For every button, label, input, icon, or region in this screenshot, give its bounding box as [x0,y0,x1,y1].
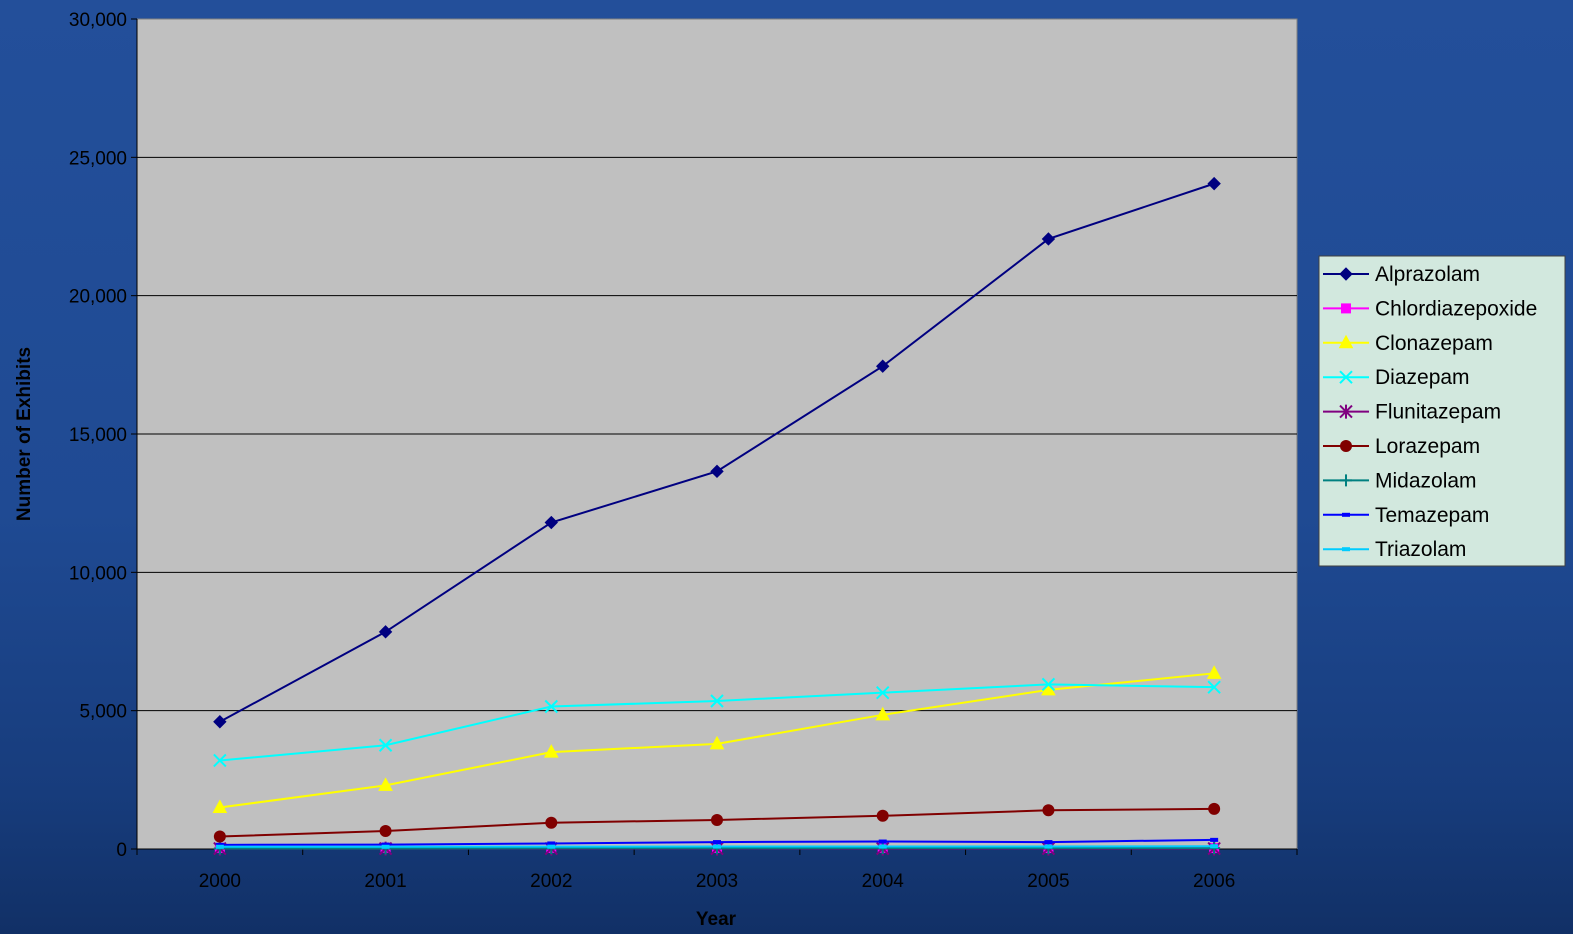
series-diazepam [213,677,1221,768]
legend-label: Clonazepam [1375,332,1493,355]
y-tick-label: 30,000 [69,10,127,31]
x-tick-label: 2006 [1193,871,1235,892]
x-tick-label: 2005 [1027,871,1069,892]
data-point [213,753,227,768]
data-point [213,715,227,729]
y-tick-label: 0 [116,840,127,861]
y-tick-label: 5,000 [79,702,127,723]
legend-item-temazepam: Temazepam [1323,504,1489,527]
data-point [710,694,724,708]
data-point [713,844,721,849]
legend-marker [1339,370,1353,384]
data-point [710,464,724,479]
y-tick-label: 15,000 [69,425,127,446]
legend-label: Chlordiazepoxide [1375,297,1537,320]
x-tick-label: 2001 [364,871,406,892]
data-point [379,825,392,838]
data-point [1044,844,1053,849]
x-axis-title: Year [696,909,737,930]
data-point [878,839,887,844]
axes: 0 5,000 10,000 15,000 20,000 25,000 30,000 2000… [69,10,1298,892]
legend-label: Midazolam [1375,469,1477,492]
data-point [212,799,228,813]
series-layer [212,176,1222,856]
legend-label: Diazepam [1375,366,1470,389]
legend-label: Alprazolam [1375,263,1480,286]
data-point [878,844,887,849]
y-tick-label: 10,000 [69,563,127,584]
series-alprazolam [213,176,1221,729]
data-point [709,735,725,750]
data-point [1044,840,1053,845]
y-tick-label: 25,000 [69,148,127,169]
data-point [378,625,393,639]
data-point [1207,176,1221,191]
data-point [713,840,721,845]
legend-item-chlordiazepoxide: Chlordiazepoxide [1323,297,1537,320]
data-point [381,842,390,847]
data-point [1041,677,1056,692]
data-point [876,809,889,822]
legend-item-midazolam: Midazolam [1323,469,1477,492]
data-point [544,515,558,530]
data-point [381,844,390,849]
legend-marker [1341,303,1351,314]
gridlines [137,156,1297,712]
data-point [711,813,723,826]
x-tick-label: 2003 [696,871,738,892]
data-point [876,685,890,700]
legend-label: Flunitazepam [1375,401,1501,424]
legend-item-triazolam: Triazolam [1323,538,1466,561]
data-point [544,699,558,714]
data-point [875,706,891,721]
x-tick-label: 2000 [199,871,241,892]
series-triazolam [215,844,1219,849]
y-tick-label: 20,000 [69,287,127,308]
data-point [215,844,224,849]
legend-marker [1339,404,1353,419]
legend-marker [1339,267,1353,281]
legend-marker [1340,440,1352,452]
y-axis-title: Number of Exhibits [14,347,35,521]
data-point [378,777,393,791]
legend-marker [1338,334,1354,349]
legend-item-diazepam: Diazepam [1323,366,1470,389]
legend-item-clonazepam: Clonazepam [1323,332,1493,355]
legend-marker [1342,512,1350,517]
data-point [1207,680,1221,694]
legend-item-lorazepam: Lorazepam [1323,435,1480,458]
data-point [1041,232,1056,246]
legend: Alprazolam Chlordiazepoxide Clonazepam Diaz… [1318,255,1566,567]
x-tick-label: 2004 [862,871,905,892]
data-point [1042,804,1055,817]
data-point [547,844,556,849]
data-point [1208,802,1221,815]
data-point [1210,837,1219,842]
data-point [1210,844,1219,849]
legend-marker [1340,474,1352,487]
x-tick-label: 2002 [530,871,572,892]
data-point [545,816,558,829]
legend-marker [1342,547,1350,552]
data-point [1206,665,1222,679]
legend-item-alprazolam: Alprazolam [1323,263,1480,286]
data-point [543,744,559,758]
data-point [547,841,556,846]
data-point [876,359,890,373]
legend-item-flunitazepam: Flunitazepam [1323,401,1501,424]
legend-label: Temazepam [1375,504,1489,527]
legend-label: Lorazepam [1375,435,1480,458]
legend-label: Triazolam [1375,538,1466,561]
data-point [213,830,226,843]
series-lorazepam [213,802,1221,843]
data-point [378,738,393,752]
